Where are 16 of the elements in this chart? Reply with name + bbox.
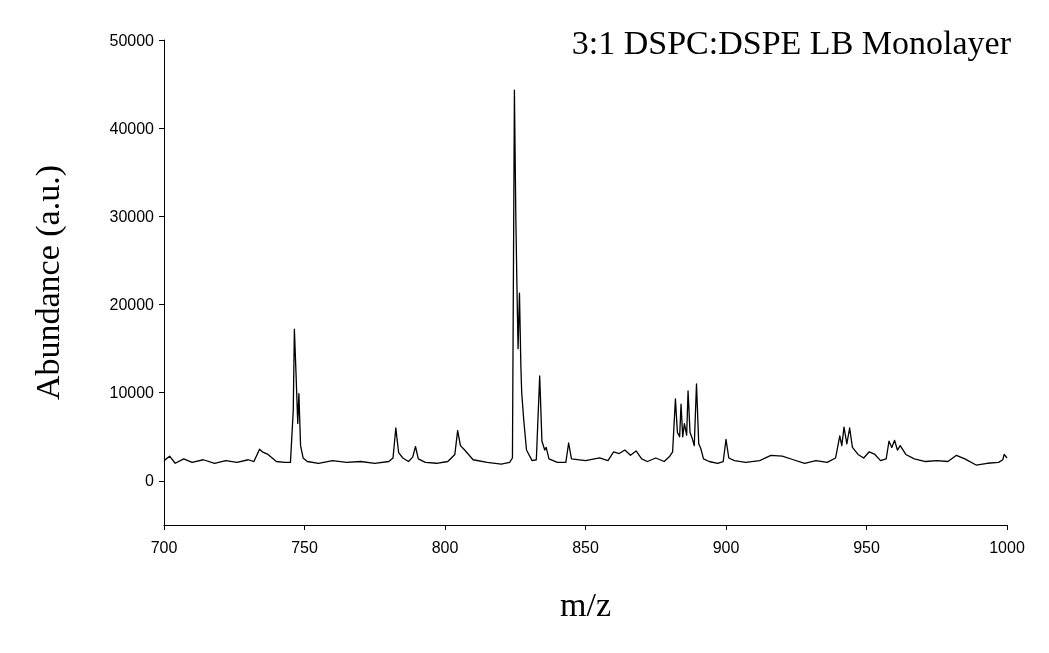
x-tick-label: 800 — [431, 538, 459, 556]
x-tick-label: 950 — [853, 538, 880, 556]
chart-title: 3:1 DSPC:DSPE LB Monolayer — [571, 23, 1012, 61]
x-tick-label: 700 — [150, 538, 178, 556]
y-tick-label: 50000 — [109, 31, 155, 49]
y-tick-label: 30000 — [109, 207, 155, 225]
y-tick-label: 0 — [145, 472, 155, 490]
x-tick-label: 1000 — [989, 538, 1025, 556]
y-tick-label: 20000 — [109, 296, 155, 314]
x-axis-title: m/z — [560, 585, 611, 623]
y-tick-label: 10000 — [109, 384, 155, 402]
x-tick-label: 750 — [291, 538, 318, 556]
x-tick-label: 850 — [572, 538, 599, 556]
x-tick-label: 900 — [712, 538, 740, 556]
y-axis-title: Abundance (a.u.) — [28, 164, 67, 401]
y-tick-label: 40000 — [109, 119, 155, 137]
